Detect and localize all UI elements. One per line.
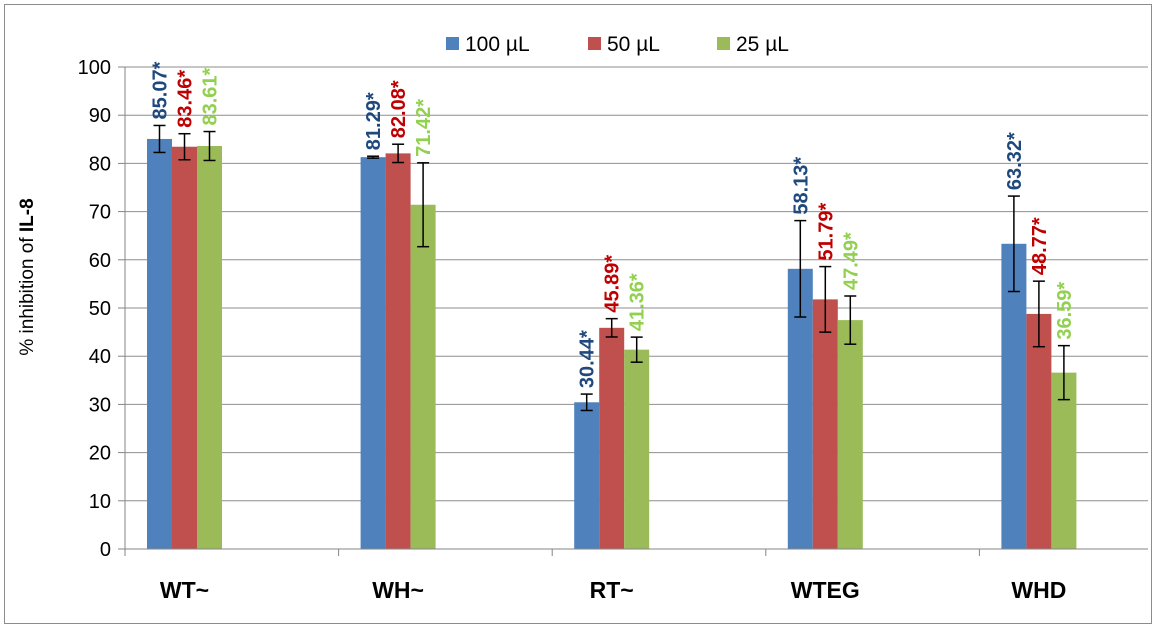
category-label: WHD [1011, 577, 1066, 603]
category-label: WT~ [160, 577, 209, 603]
bar [837, 320, 863, 549]
data-label: 58.13* [790, 157, 812, 215]
data-labels: 85.07* 83.46* 83.61* 81.29* 82.08* 71.42* 30.4… [150, 61, 1076, 388]
bar [812, 299, 838, 549]
data-label: 85.07* [150, 61, 172, 119]
data-label: 71.42* [413, 99, 435, 157]
y-tick-label: 20 [89, 443, 111, 465]
bar [197, 145, 222, 549]
y-tick-label: 60 [89, 250, 111, 272]
y-axis-title: % inhibition of IL-8 [17, 198, 38, 355]
legend-label: 50 µL [607, 33, 660, 56]
y-axis-title-bold: IL-8 [17, 198, 38, 232]
data-label: 82.08* [388, 80, 410, 138]
bar [1026, 313, 1052, 549]
data-label: 83.46* [175, 70, 197, 128]
data-label: 83.61* [200, 67, 222, 125]
bar [1051, 372, 1077, 549]
gridlines [125, 66, 1148, 502]
bar [385, 153, 411, 550]
bar [599, 327, 625, 549]
data-label: 51.79* [815, 203, 837, 261]
category-label: WTEG [791, 577, 860, 603]
legend-swatch [588, 37, 601, 50]
y-tick-label: 10 [89, 491, 111, 513]
bar [147, 138, 172, 550]
category-label: WH~ [372, 577, 424, 603]
data-label: 63.32* [1004, 132, 1026, 190]
data-label: 45.89* [602, 255, 624, 313]
y-tick-label: 0 [100, 539, 111, 561]
y-tick-label: 40 [89, 346, 111, 368]
data-label: 48.77* [1029, 217, 1051, 275]
category-label: RT~ [590, 577, 634, 603]
y-tick-label: 50 [89, 298, 111, 320]
bar [410, 204, 436, 549]
bar [360, 157, 386, 550]
legend-label: 100 µL [465, 33, 530, 56]
y-tick-label: 80 [89, 153, 111, 175]
y-tick-label: 70 [89, 202, 111, 224]
data-label: 47.49* [840, 232, 862, 290]
axes: 0 10 20 30 40 50 60 70 80 90 100 WT~ WH~ RT~ WTEG WHD [78, 57, 1148, 603]
data-label: 36.59* [1054, 282, 1076, 340]
y-tick-label: 100 [78, 57, 111, 79]
legend: 100 µL 50 µL 25 µL [446, 33, 789, 56]
legend-swatch [446, 37, 459, 50]
y-axis-title-prefix: % inhibition of [17, 232, 38, 356]
legend-label: 25 µL [736, 33, 789, 56]
bar [624, 349, 650, 549]
bars [147, 124, 1077, 550]
bar [172, 146, 197, 550]
data-label: 30.44* [577, 330, 599, 388]
bar [1001, 243, 1027, 549]
data-label: 81.29* [363, 92, 385, 150]
data-label: 41.36* [627, 273, 649, 331]
y-tick-label: 30 [89, 394, 111, 416]
legend-swatch [717, 37, 730, 50]
y-tick-label: 90 [89, 105, 111, 127]
bar [574, 402, 600, 549]
